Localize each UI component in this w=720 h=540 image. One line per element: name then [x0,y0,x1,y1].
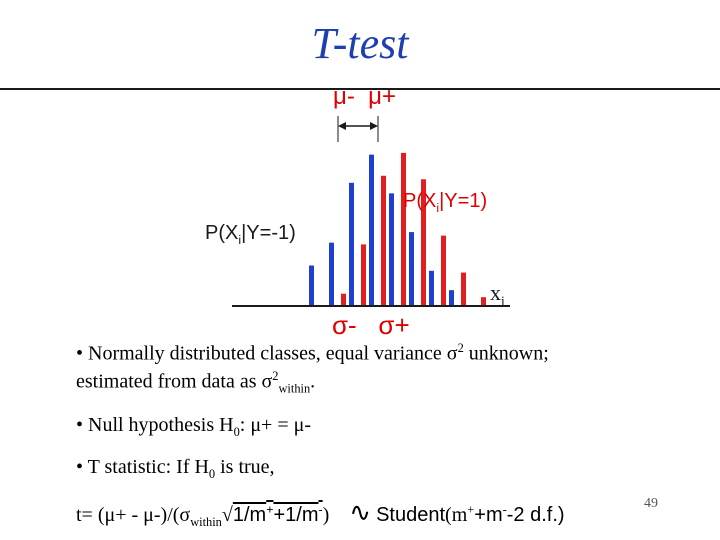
title-divider [0,88,720,90]
red-bar-1 [361,244,366,306]
mu-minus-label: μ- [333,83,355,110]
formula-student-sup1: + [467,502,475,517]
mu-labels: μ- μ+ [333,83,396,111]
bullet1-suffix: unknown; [463,342,549,365]
blue-bar-1 [329,242,334,306]
bullet1-line2-sup: 2 [272,369,279,383]
formula-rad-2: +1/m [273,504,319,526]
label-positive-class: P(Xi|Y=1) [403,190,487,215]
mu-arrow-right-head [370,122,378,130]
formula-student-mid: +m [474,504,503,526]
blue-bar-3 [369,154,374,306]
red-bar-3 [401,152,406,306]
bars-group [309,152,486,306]
red-bar-5 [441,235,446,306]
x-axis-label-sub: i [501,293,505,309]
bullet3-sub: 0 [208,467,216,481]
label-negative-class: P(Xi|Y=-1) [205,222,296,247]
slide-title: T-test [311,19,409,68]
x-axis-label-main: x [490,280,501,305]
formula-within-sub: within [190,515,222,529]
tilde-arrow-icon: ∿ [349,498,372,527]
label-negative-main: P(X [205,222,239,244]
formula-rad-sup2: - [318,502,323,517]
blue-bar-7 [449,290,454,306]
formula-lhs: t= (μ+ - μ-)/(σ [76,504,191,526]
red-bar-7 [481,297,486,306]
slide-number: 49 [644,496,658,511]
formula-radicand: 1/m++1/m- [232,502,323,526]
bullet2-prefix: • Null hypothesis H [76,414,234,436]
label-positive-sub: i [436,201,440,215]
sqrt-icon: √ [221,504,233,526]
bullet1-line2-end: . [310,370,316,393]
red-bar-4 [421,179,426,306]
formula-student: Student [376,504,446,526]
bullet1-sup: 2 [457,341,464,355]
blue-bar-6 [429,270,434,306]
label-positive-tail: |Y=1) [439,190,488,212]
blue-bar-2 [349,182,354,306]
bullet3-suffix: is true, [215,456,275,478]
red-bar-0 [341,293,346,306]
red-bar-6 [461,272,466,306]
blue-bar-0 [309,265,314,306]
bullet-normal-distribution: • Normally distributed classes, equal va… [76,341,549,366]
bullet-t-statistic: • T statistic: If H0 is true, [76,456,275,482]
blue-bar-5 [409,232,414,306]
mu-arrow-left-head [338,122,346,130]
bullet2-suffix: : μ+ = μ- [239,414,311,436]
bullet1-prefix: • Normally distributed classes, equal va… [76,342,447,365]
label-positive-main: P(X [403,190,437,212]
bullet1-line2-sigma: σ [261,370,273,393]
bullet1-line2-sub: within [278,381,311,396]
label-negative-sub: i [238,233,242,247]
red-bar-2 [381,175,386,306]
formula-close: ) [322,504,330,526]
bullet3-prefix: • T statistic: If H [76,456,209,478]
label-negative-tail: |Y=-1) [241,222,296,244]
bullet1-line2-prefix: estimated from data as [76,370,262,393]
blue-bar-4 [389,193,394,306]
bullet-normal-distribution-line2: estimated from data as σ2within. [76,369,315,397]
formula-student-tail: -2 d.f.) [506,504,565,526]
bullet2-sub: 0 [233,425,240,439]
formula-rad-1: 1/m [232,504,267,526]
bullet1-sigma: σ [446,342,458,365]
formula-student-sup2: - [502,502,507,517]
sigma-plus-label: σ+ [378,310,410,340]
x-axis-label: xi [490,280,505,309]
sigma-labels: σ- σ+ [332,310,410,341]
t-formula: t= (μ+ - μ-)/(σwithin√1/m++1/m-) ∿ Stude… [76,498,565,530]
bullet-null-hypothesis: • Null hypothesis H0: μ+ = μ- [76,414,311,440]
formula-student-open: (m [445,504,468,526]
sigma-minus-label: σ- [332,310,357,340]
formula-rad-sup1: + [266,502,274,517]
mu-plus-label: μ+ [368,83,397,110]
